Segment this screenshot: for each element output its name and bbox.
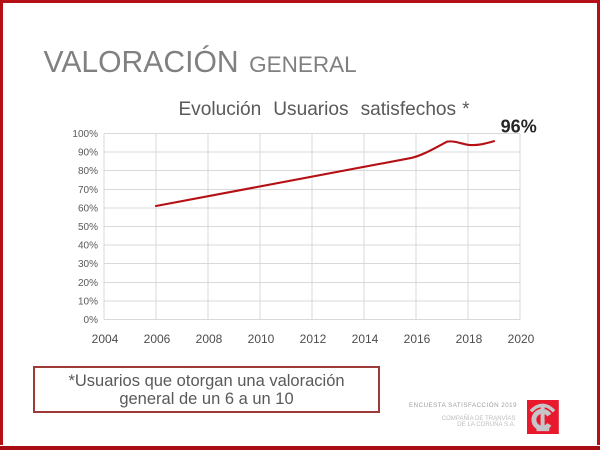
svg-text:2006: 2006 [144,332,171,346]
svg-text:80%: 80% [78,166,98,177]
svg-text:96%: 96% [501,116,537,136]
svg-text:50%: 50% [78,222,98,233]
svg-text:2008: 2008 [196,332,223,346]
svg-text:2012: 2012 [300,332,327,346]
svg-text:2014: 2014 [352,332,379,346]
svg-text:30%: 30% [78,259,98,270]
svg-text:10%: 10% [78,296,98,307]
svg-text:2018: 2018 [456,332,483,346]
svg-text:20%: 20% [78,278,98,289]
svg-text:100%: 100% [72,129,98,140]
svg-text:60%: 60% [78,203,98,214]
svg-text:2004: 2004 [92,332,119,346]
svg-text:90%: 90% [78,148,98,159]
svg-text:2010: 2010 [248,332,275,346]
svg-text:2016: 2016 [404,332,431,346]
svg-text:2020: 2020 [508,332,535,346]
svg-text:0%: 0% [84,315,99,326]
svg-text:Evolución Usuarios satisfech: Evolución Usuarios satisfechos * [178,99,470,120]
svg-text:40%: 40% [78,241,98,252]
svg-text:70%: 70% [78,185,98,196]
